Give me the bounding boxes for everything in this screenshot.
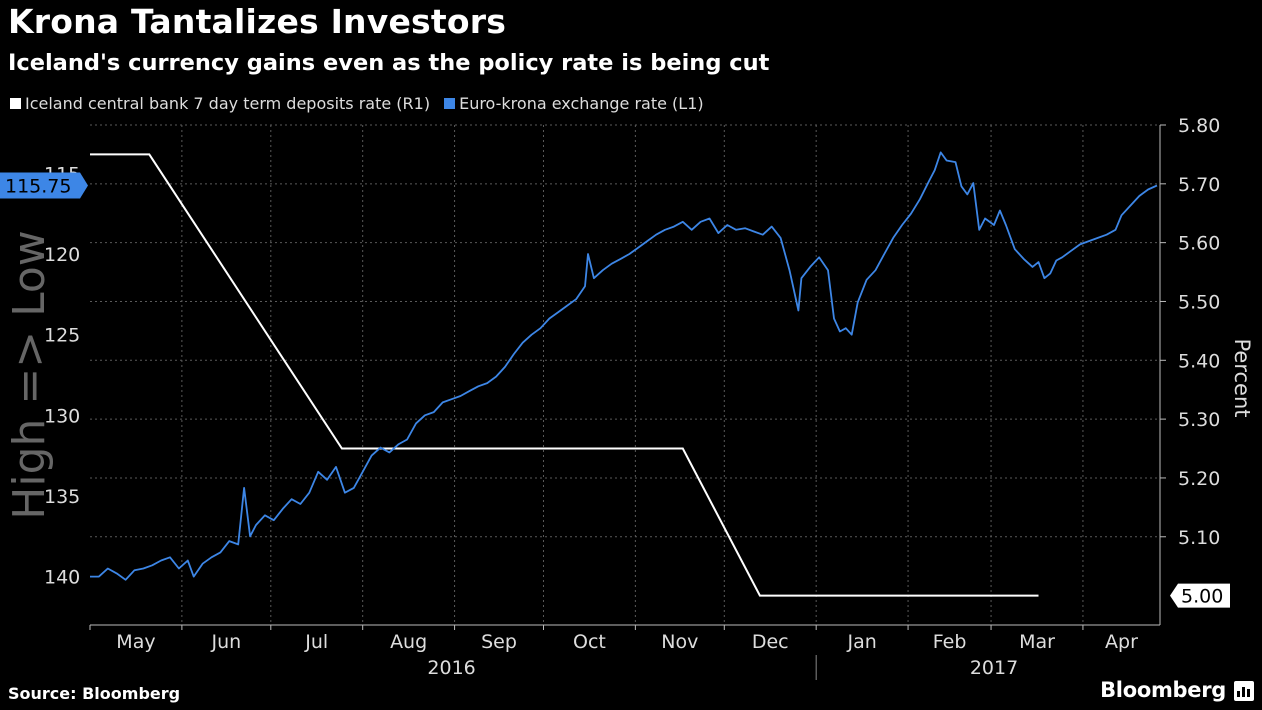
x-tick-label: Jun <box>210 631 241 653</box>
year-label: 2017 <box>970 657 1018 679</box>
x-tick-label: Oct <box>573 631 606 653</box>
last-value-badge-rate <box>1170 583 1230 608</box>
x-tick-label: Mar <box>1019 631 1055 653</box>
right-tick-label: 5.40 <box>1178 350 1220 372</box>
series-line-rate <box>90 153 1039 597</box>
last-value-label-rate: 5.00 <box>1181 586 1223 608</box>
legend-label-fx: Euro-krona exchange rate (L1) <box>459 94 704 113</box>
last-value-label-fx: 115.75 <box>5 175 71 197</box>
x-tick-label: Jul <box>304 631 328 653</box>
right-tick-label: 5.60 <box>1178 233 1220 255</box>
brand-logo: Bloomberg <box>1100 678 1226 702</box>
right-tick-label: 5.20 <box>1178 468 1220 490</box>
x-tick-label: Apr <box>1105 631 1138 653</box>
right-tick-label: 5.30 <box>1178 409 1220 431</box>
left-tick-label: 135 <box>44 486 80 508</box>
chart-subtitle: Iceland's currency gains even as the pol… <box>8 50 770 76</box>
right-tick-label: 5.70 <box>1178 174 1220 196</box>
legend-swatch-rate <box>10 98 21 109</box>
x-tick-label: May <box>116 631 155 653</box>
right-axis-title: Percent <box>1230 338 1254 417</box>
source-note: Source: Bloomberg <box>8 684 181 703</box>
right-tick-label: 5.80 <box>1178 115 1220 137</box>
legend-swatch-fx <box>444 98 456 109</box>
bloomberg-bars-icon <box>1234 681 1254 701</box>
legend-label-rate: Iceland central bank 7 day term deposits… <box>25 94 431 113</box>
chart-title: Krona Tantalizes Investors <box>8 2 507 41</box>
last-value-badge-fx <box>0 172 88 199</box>
right-tick-label: 5.50 <box>1178 291 1220 313</box>
left-tick-label: 120 <box>44 244 80 266</box>
x-tick-label: Feb <box>933 631 967 653</box>
left-axis-title: High => Low <box>4 230 55 519</box>
x-tick-label: Sep <box>481 631 517 653</box>
legend: Iceland central bank 7 day term deposits… <box>10 94 704 113</box>
legend-item-rate: Iceland central bank 7 day term deposits… <box>10 94 430 113</box>
left-tick-label: 130 <box>44 405 80 427</box>
x-tick-label: Aug <box>390 631 427 653</box>
left-tick-label: 125 <box>44 325 80 347</box>
right-tick-label: 5.10 <box>1178 527 1220 549</box>
legend-item-fx: Euro-krona exchange rate (L1) <box>444 94 704 113</box>
series-line-fx <box>90 151 1158 581</box>
year-label: 2016 <box>427 657 475 679</box>
left-tick-label: 140 <box>44 567 80 589</box>
x-tick-label: Dec <box>752 631 789 653</box>
x-tick-label: Nov <box>661 631 698 653</box>
x-tick-label: Jan <box>846 631 876 653</box>
